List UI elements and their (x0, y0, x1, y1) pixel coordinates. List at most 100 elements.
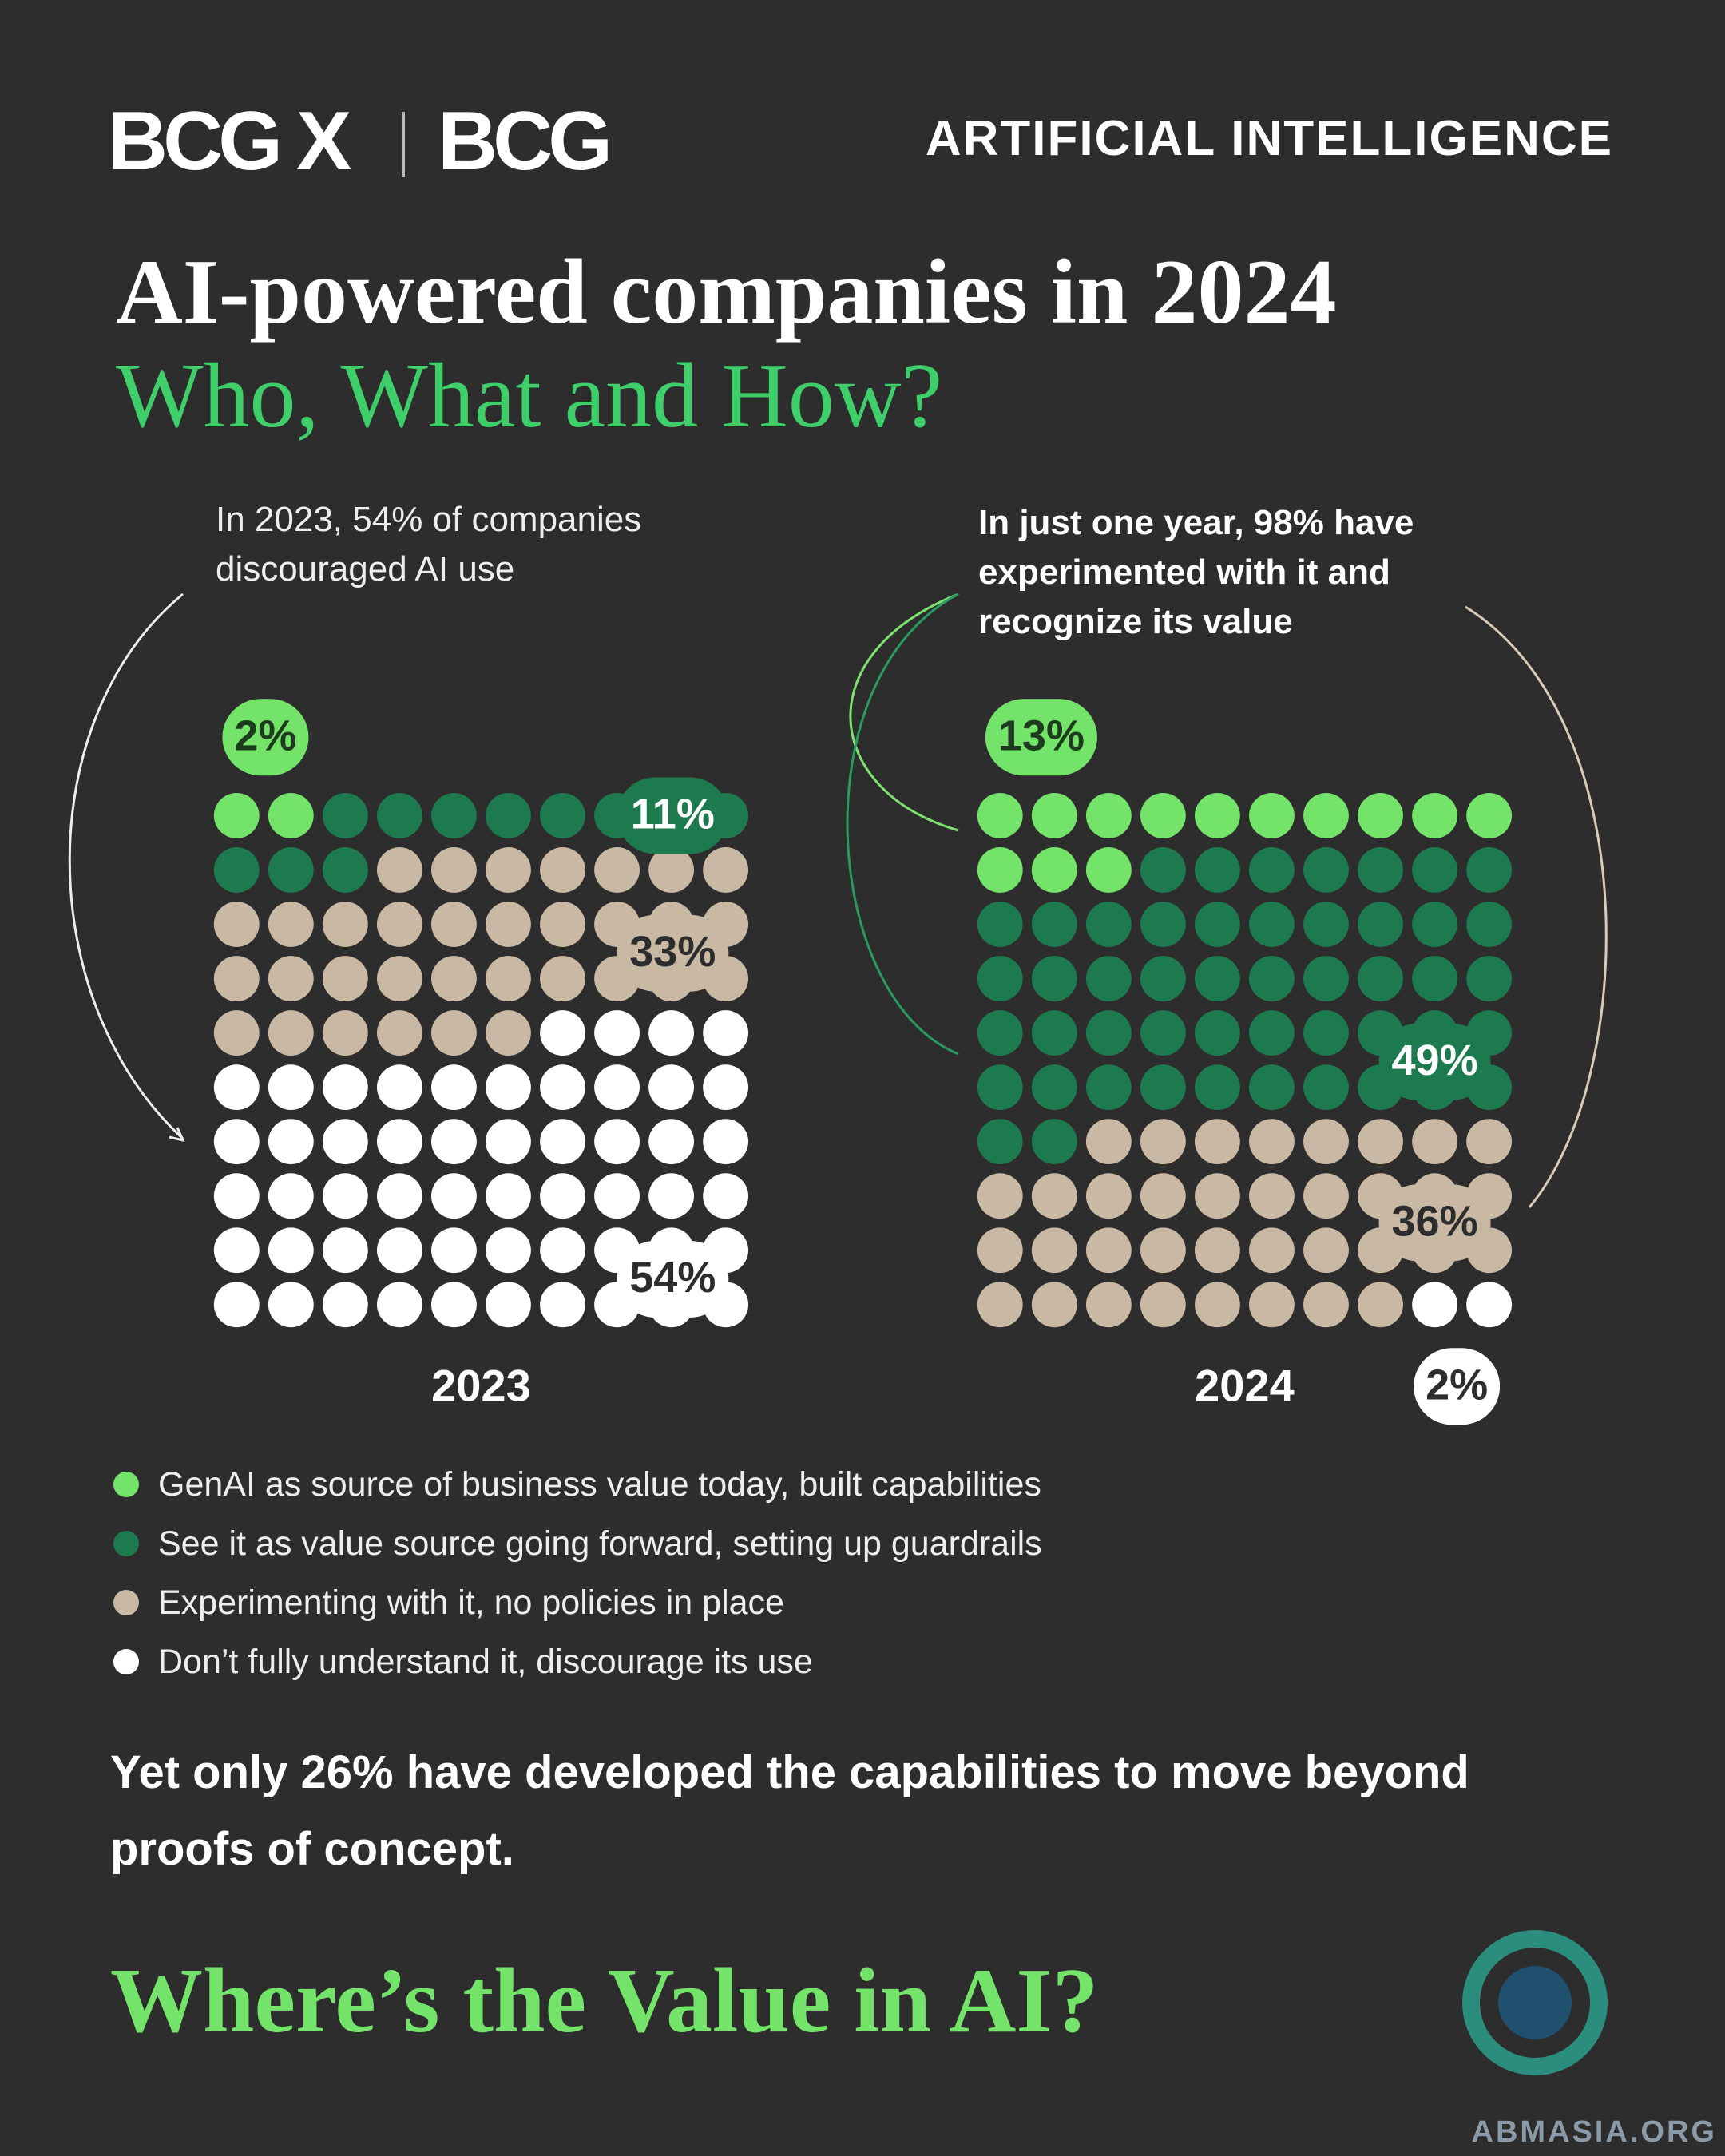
waffle-dot (486, 1227, 531, 1274)
waffle-dot (648, 1119, 695, 1165)
waffle-dot (1303, 902, 1349, 947)
watermark-logo (1462, 1930, 1608, 2075)
waffle-dot (977, 793, 1023, 838)
watermark-logo (1498, 1966, 1572, 2039)
waffle-dot (1194, 902, 1240, 947)
waffle-dot (213, 1282, 260, 1328)
waffle-dot (1085, 1010, 1132, 1056)
waffle-dot (322, 1173, 368, 1219)
value-bubble (1414, 1348, 1501, 1425)
waffle-dot (486, 1119, 531, 1165)
waffle-dot (648, 847, 695, 893)
waffle-dot (1249, 1173, 1295, 1219)
waffle-dot (1085, 956, 1132, 1001)
waffle-dot (268, 1227, 314, 1274)
waffle-dot (1031, 1173, 1077, 1219)
waffle-dot (1031, 1282, 1077, 1328)
waffle-dot (1249, 902, 1295, 947)
waffle-dot (1249, 1282, 1295, 1328)
waffle-dot (540, 1119, 585, 1165)
arrow (1465, 605, 1608, 1208)
waffle-dot (1466, 1282, 1513, 1328)
waffle-dot (1140, 1227, 1186, 1274)
waffle-dot (977, 1282, 1023, 1328)
waffle-dot (977, 847, 1023, 893)
subtitle: Who, What and How? (116, 345, 943, 447)
waffle-dot (322, 1227, 368, 1274)
waffle-dot (1358, 902, 1403, 947)
waffle-dot (322, 956, 368, 1001)
waffle-dot (213, 1010, 260, 1056)
waffle-dot (703, 1119, 749, 1165)
value-label: 2% (1426, 1361, 1488, 1409)
waffle-dot (1085, 1173, 1132, 1219)
waffle-dot (268, 902, 314, 947)
waffle-dot (1140, 793, 1186, 838)
waffle-dot (1194, 1227, 1240, 1274)
waffle-dot (1140, 1010, 1186, 1056)
waffle-dot (1412, 793, 1457, 838)
waffle-dot (540, 956, 585, 1001)
waffle-dot (1303, 1173, 1349, 1219)
waffle-dot (268, 1173, 314, 1219)
waffle-dot (1249, 1064, 1295, 1111)
waffle-dot (322, 1119, 368, 1165)
waffle-dot (431, 1119, 477, 1165)
waffle-dot (431, 1010, 477, 1056)
title: AI-powered companies in 2024 (116, 241, 1337, 343)
waffle-dot (376, 1227, 422, 1274)
panel-label: 2023 (431, 1361, 531, 1411)
waffle-dot (1085, 1064, 1132, 1111)
waffle-dot (1466, 847, 1513, 893)
waffle-dot (1303, 1282, 1349, 1328)
note: Yet only 26% have developed the capabili… (110, 1746, 1469, 1875)
legend-label: See it as value source going forward, se… (158, 1524, 1042, 1563)
waffle-dot (376, 1173, 422, 1219)
legend-swatch (113, 1472, 139, 1497)
waffle-dot (648, 1173, 695, 1219)
waffle-dot (594, 1010, 640, 1056)
waffle-dot (376, 793, 422, 838)
waffle-dot (1194, 847, 1240, 893)
waffle-dot (322, 847, 368, 893)
panel-label: 2024 (1195, 1361, 1295, 1411)
waffle-dot (213, 1064, 260, 1111)
waffle-dot (213, 956, 260, 1001)
waffle-dot (268, 1119, 314, 1165)
value-label: 13% (998, 712, 1085, 760)
waffle-dot (268, 1064, 314, 1111)
waffle-dot (1303, 793, 1349, 838)
value-label: 49% (1392, 1036, 1478, 1084)
waffle-dot (1031, 1010, 1077, 1056)
waffle-dot (1249, 793, 1295, 838)
waffle-dot (376, 902, 422, 947)
annotation: In 2023, 54% of companies discouraged AI… (216, 500, 642, 589)
waffle-dot (213, 1173, 260, 1219)
waffle-dot (486, 1064, 531, 1111)
waffle-dot (594, 1173, 640, 1219)
waffle-dot (1194, 793, 1240, 838)
value-bubble (222, 699, 309, 776)
waffle-dot (322, 902, 368, 947)
arrow (68, 593, 184, 1140)
waffle-dot (1412, 847, 1457, 893)
waffle-dot (431, 793, 477, 838)
waffle-dot (1412, 902, 1457, 947)
waffle-dot (431, 1173, 477, 1219)
cta: Where’s the Value in AI? (110, 1950, 1099, 2052)
waffle-dot (540, 1064, 585, 1111)
waffle-dot (322, 793, 368, 838)
waffle-dot (1466, 902, 1513, 947)
waffle-dot (1140, 902, 1186, 947)
waffle-dot (1031, 1227, 1077, 1274)
waffle-dot (648, 1010, 695, 1056)
waffle-dot (1249, 1010, 1295, 1056)
value-label: 11% (631, 791, 715, 838)
waffle-dot (322, 1010, 368, 1056)
legend-item: GenAI as source of business value today,… (113, 1455, 1042, 1514)
waffle-dot (703, 1173, 749, 1219)
waffle-dot (540, 1227, 585, 1274)
waffle-dot (1412, 1119, 1457, 1165)
waffle-dot (1194, 1282, 1240, 1328)
